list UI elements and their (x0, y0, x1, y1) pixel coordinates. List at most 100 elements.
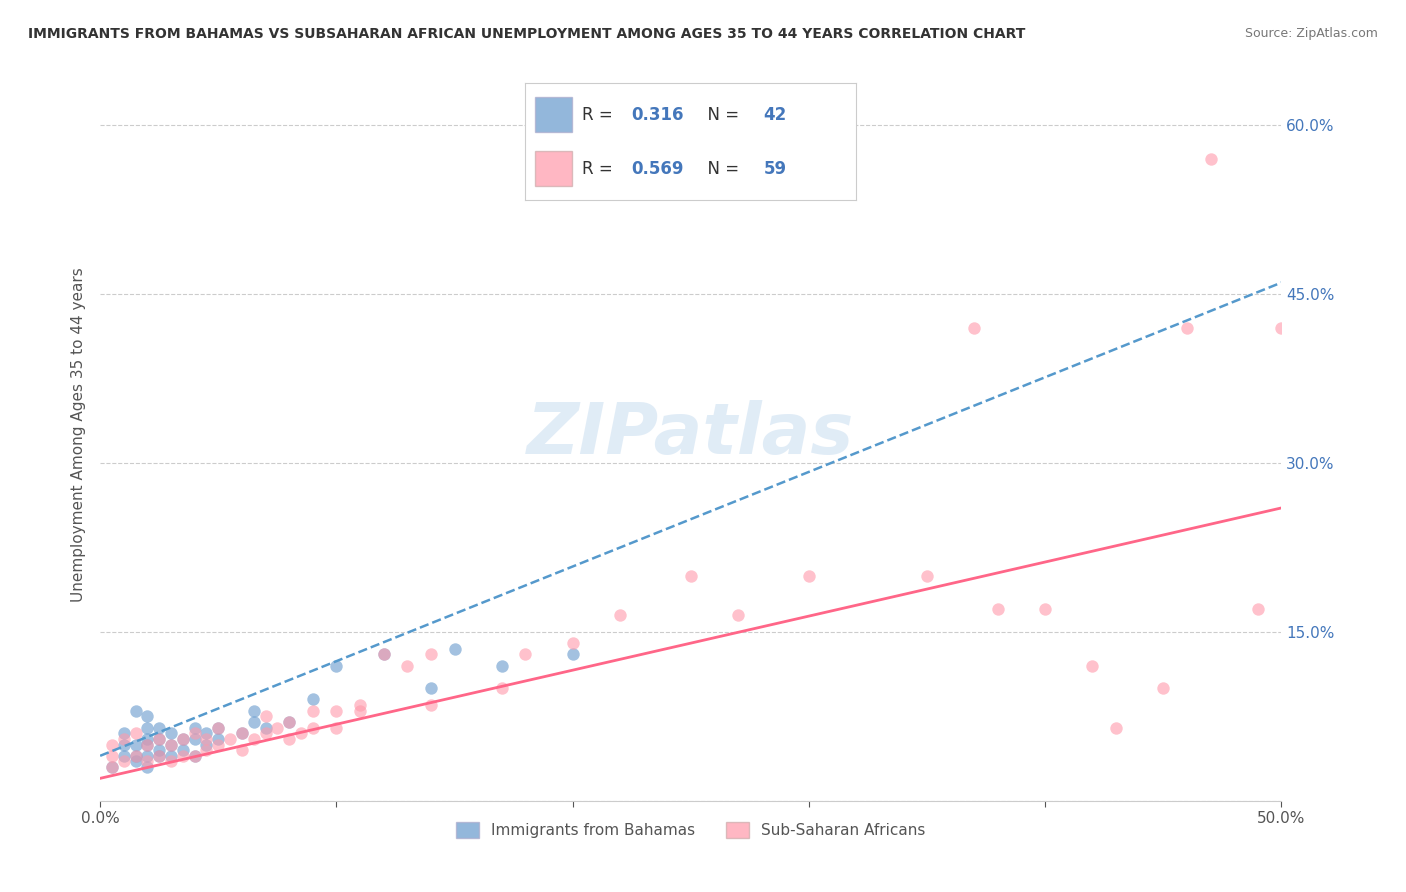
Text: ZIPatlas: ZIPatlas (527, 401, 855, 469)
Point (136, 760, 159, 774)
Point (396, 658, 419, 673)
Point (101, 738, 124, 752)
Point (148, 721, 170, 735)
Point (419, 648, 441, 662)
Point (1199, 152, 1222, 166)
Point (491, 658, 513, 673)
Point (183, 731, 205, 746)
Point (1105, 721, 1128, 735)
Point (183, 748, 205, 763)
Point (207, 721, 229, 735)
Point (561, 648, 583, 662)
Point (112, 738, 135, 752)
Point (183, 726, 205, 740)
Point (1270, 320, 1292, 334)
Point (301, 692, 323, 706)
Point (207, 721, 229, 735)
Legend: Immigrants from Bahamas, Sub-Saharan Africans: Immigrants from Bahamas, Sub-Saharan Afr… (450, 816, 932, 845)
Point (136, 721, 159, 735)
Point (112, 726, 135, 740)
Point (136, 748, 159, 763)
Point (254, 726, 277, 740)
Point (148, 748, 170, 763)
Point (136, 755, 159, 769)
Point (136, 709, 159, 723)
Point (219, 731, 242, 746)
Point (160, 748, 183, 763)
Point (124, 704, 146, 718)
Point (136, 738, 159, 752)
Point (136, 731, 159, 746)
Point (148, 748, 170, 763)
Point (254, 721, 277, 735)
Point (148, 743, 170, 757)
Point (112, 731, 135, 746)
Point (101, 760, 124, 774)
Point (231, 743, 253, 757)
Text: IMMIGRANTS FROM BAHAMAS VS SUBSAHARAN AFRICAN UNEMPLOYMENT AMONG AGES 35 TO 44 Y: IMMIGRANTS FROM BAHAMAS VS SUBSAHARAN AF… (28, 27, 1025, 41)
Point (515, 648, 537, 662)
Point (254, 709, 277, 723)
Point (443, 641, 465, 656)
Point (124, 748, 146, 763)
Point (679, 568, 702, 582)
Point (278, 714, 301, 729)
Point (195, 743, 218, 757)
Point (278, 714, 301, 729)
Point (136, 738, 159, 752)
Point (797, 568, 820, 582)
Point (373, 648, 395, 662)
Point (160, 738, 183, 752)
Point (172, 743, 194, 757)
Point (207, 738, 229, 752)
Point (112, 755, 135, 769)
Point (987, 602, 1010, 616)
Point (148, 731, 170, 746)
Point (112, 748, 135, 763)
Point (195, 726, 218, 740)
Point (242, 731, 264, 746)
Point (301, 721, 323, 735)
Point (1152, 681, 1174, 696)
Point (609, 607, 631, 622)
Point (172, 748, 194, 763)
Point (124, 755, 146, 769)
Point (242, 704, 264, 718)
Point (124, 726, 146, 740)
Point (561, 636, 583, 650)
Point (349, 704, 371, 718)
Point (915, 568, 938, 582)
Point (963, 320, 986, 334)
Point (419, 681, 441, 696)
Point (349, 698, 371, 712)
Point (1033, 602, 1056, 616)
Point (491, 681, 513, 696)
Point (207, 731, 229, 746)
Point (148, 731, 170, 746)
Point (231, 726, 253, 740)
Point (101, 748, 124, 763)
Point (172, 731, 194, 746)
Point (1247, 602, 1270, 616)
Point (325, 721, 347, 735)
Point (242, 714, 264, 729)
Y-axis label: Unemployment Among Ages 35 to 44 years: Unemployment Among Ages 35 to 44 years (72, 268, 86, 602)
Point (301, 704, 323, 718)
Point (160, 726, 183, 740)
Point (101, 760, 124, 774)
Point (183, 748, 205, 763)
Point (183, 721, 205, 735)
Point (231, 726, 253, 740)
Point (727, 607, 749, 622)
Point (124, 748, 146, 763)
Point (290, 726, 312, 740)
Point (160, 738, 183, 752)
Point (195, 738, 218, 752)
Point (172, 731, 194, 746)
Point (419, 698, 441, 712)
Point (278, 731, 301, 746)
Point (325, 658, 347, 673)
Point (1081, 658, 1104, 673)
Point (124, 738, 146, 752)
Point (195, 731, 218, 746)
